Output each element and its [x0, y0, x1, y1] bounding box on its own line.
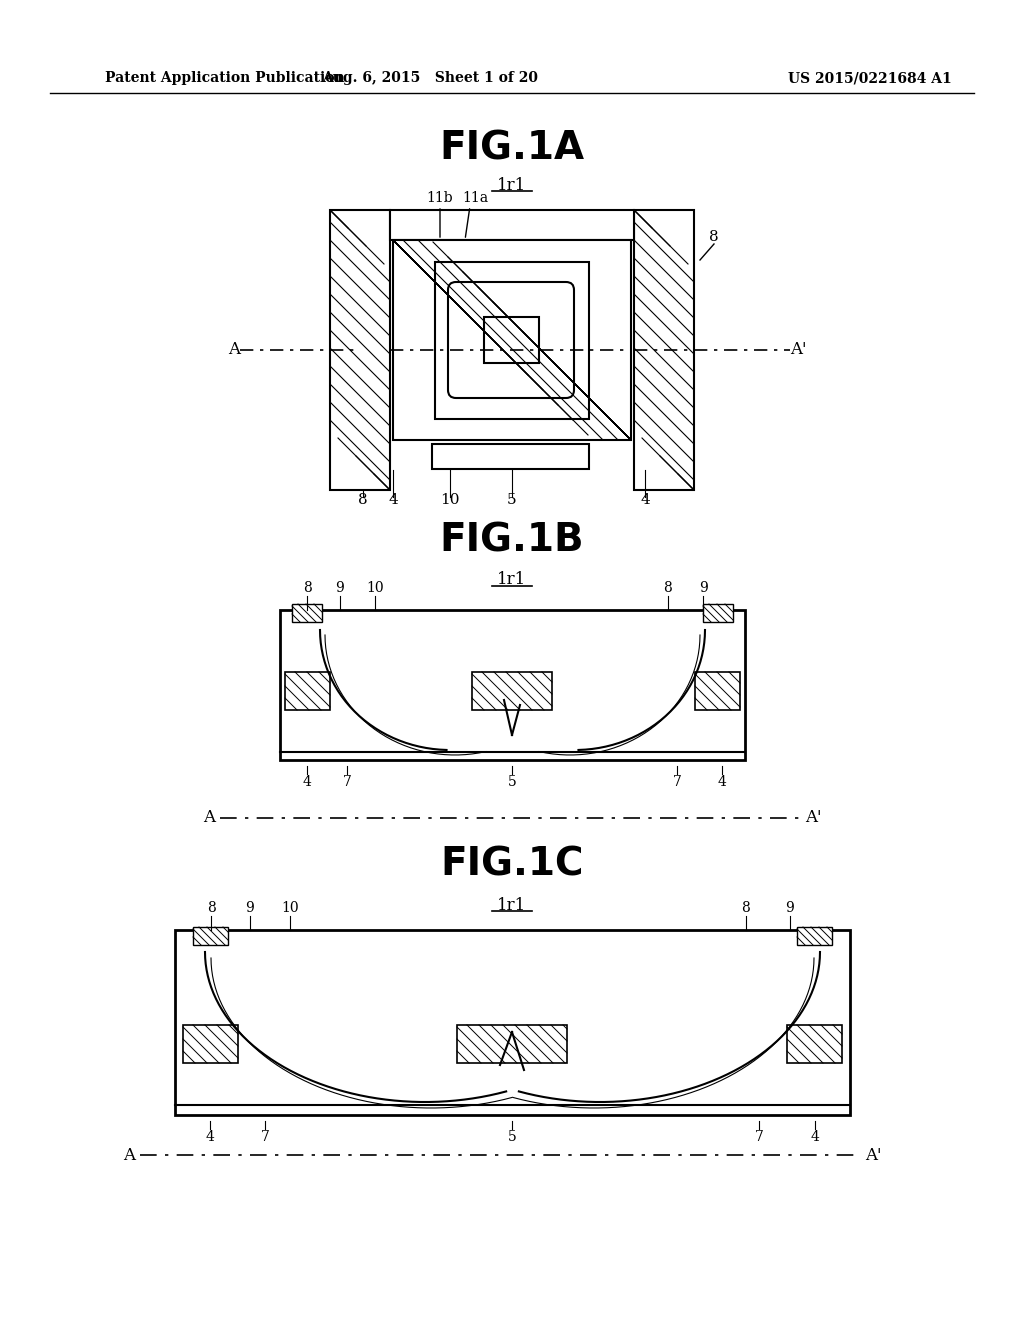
Bar: [634, 210, 694, 490]
Text: A': A': [865, 1147, 882, 1163]
Text: 1r1: 1r1: [498, 572, 526, 589]
Text: 7: 7: [260, 1130, 269, 1144]
Text: 8: 8: [741, 902, 751, 915]
Bar: [280, 610, 745, 760]
Text: A': A': [790, 342, 807, 359]
Text: 4: 4: [718, 775, 726, 789]
Bar: [432, 444, 589, 469]
Text: 4: 4: [388, 492, 398, 507]
Text: 10: 10: [282, 902, 299, 915]
Text: 1r1: 1r1: [498, 896, 526, 913]
Text: Patent Application Publication: Patent Application Publication: [105, 71, 345, 84]
Text: 5: 5: [507, 492, 517, 507]
Text: 4: 4: [811, 1130, 819, 1144]
Bar: [787, 1026, 842, 1063]
Text: A: A: [203, 809, 215, 826]
Text: 9: 9: [246, 902, 254, 915]
Bar: [292, 605, 322, 622]
Bar: [435, 261, 589, 418]
Text: FIG.1A: FIG.1A: [439, 129, 585, 168]
Text: 1r1: 1r1: [498, 177, 526, 194]
Bar: [484, 317, 539, 363]
Text: 9: 9: [698, 581, 708, 595]
Bar: [703, 605, 733, 622]
Text: FIG.1B: FIG.1B: [439, 521, 585, 558]
Text: A': A': [805, 809, 821, 826]
Text: 11b: 11b: [427, 191, 454, 205]
Text: 9: 9: [785, 902, 795, 915]
Text: 7: 7: [673, 775, 681, 789]
Text: 5: 5: [508, 775, 516, 789]
Bar: [183, 1026, 238, 1063]
Text: 4: 4: [302, 775, 311, 789]
Text: 8: 8: [207, 902, 215, 915]
Bar: [390, 210, 634, 240]
Bar: [457, 1026, 567, 1063]
Text: US 2015/0221684 A1: US 2015/0221684 A1: [788, 71, 952, 84]
Text: A: A: [228, 342, 240, 359]
Bar: [393, 240, 631, 440]
Text: 11a: 11a: [462, 191, 488, 205]
Text: 7: 7: [343, 775, 351, 789]
Text: 5: 5: [508, 1130, 516, 1144]
Text: 8: 8: [303, 581, 311, 595]
Bar: [285, 672, 330, 710]
Bar: [695, 672, 740, 710]
Text: 10: 10: [440, 492, 460, 507]
Text: 8: 8: [358, 492, 368, 507]
Text: FIG.1C: FIG.1C: [440, 846, 584, 884]
Bar: [797, 927, 831, 945]
Bar: [472, 672, 552, 710]
Text: Aug. 6, 2015   Sheet 1 of 20: Aug. 6, 2015 Sheet 1 of 20: [322, 71, 538, 84]
Bar: [175, 931, 850, 1115]
Text: 4: 4: [206, 1130, 214, 1144]
Text: A: A: [123, 1147, 135, 1163]
Text: 10: 10: [367, 581, 384, 595]
Text: 4: 4: [640, 492, 650, 507]
Text: 8: 8: [664, 581, 673, 595]
Bar: [330, 210, 390, 490]
Bar: [193, 927, 228, 945]
Text: 7: 7: [755, 1130, 764, 1144]
Text: 9: 9: [336, 581, 344, 595]
Text: 8: 8: [710, 230, 719, 244]
